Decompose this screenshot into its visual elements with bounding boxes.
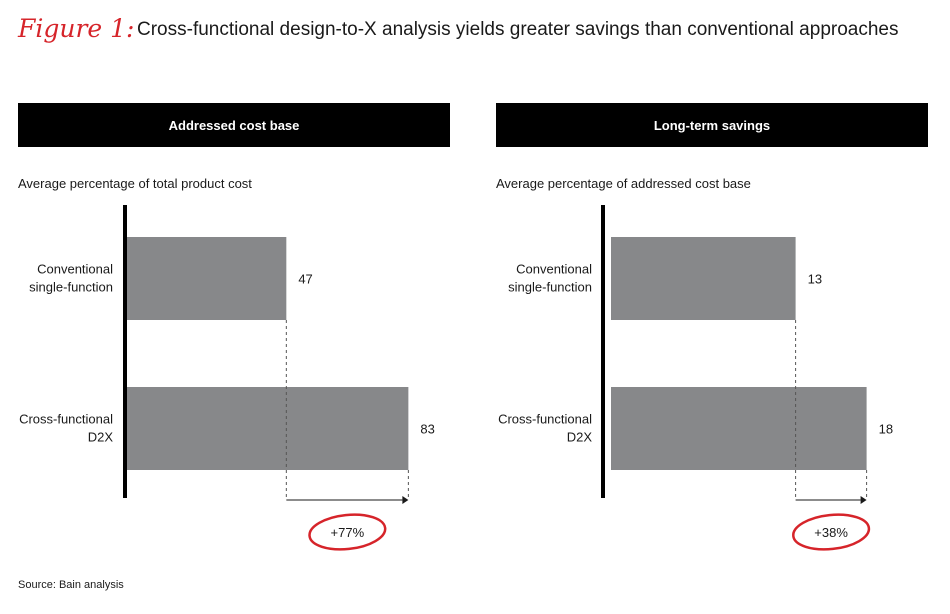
- right-bar-1: [611, 237, 796, 320]
- right-panel-title: Long-term savings: [653, 117, 771, 133]
- left-bar-2: [127, 387, 409, 470]
- figure-label: Figure 1:: [18, 14, 135, 43]
- left-panel-subtitle: Average percentage of total product cost: [18, 176, 252, 191]
- left-annotation-circle: [308, 513, 387, 551]
- right-difference-arrow-head: [860, 496, 867, 504]
- left-category-label-1-line-1: Conventional: [37, 262, 113, 277]
- figure-title: Cross-functional design-to-X analysis yi…: [137, 19, 899, 40]
- source-note: Source: Bain analysis: [18, 579, 124, 591]
- left-category-label-2-line-2: D2X: [88, 430, 114, 445]
- right-data-label-1: 13: [808, 272, 822, 287]
- left-difference-arrow-head: [402, 496, 409, 504]
- right-data-label-2: 18: [879, 422, 893, 437]
- left-annotation-label: +77%: [331, 525, 365, 540]
- figure-title-row: Figure 1: Cross-functional design-to-X a…: [18, 14, 938, 54]
- left-panel-header: Addressed cost base: [18, 103, 450, 147]
- right-category-label-2-line-2: D2X: [567, 430, 593, 445]
- right-category-label-1-line-1: Conventional: [516, 262, 592, 277]
- right-bar-2: [611, 387, 867, 470]
- left-bar-1: [127, 237, 287, 320]
- right-category-label-1-line-2: single-function: [508, 280, 592, 295]
- right-panel-subtitle: Average percentage of addressed cost bas…: [496, 176, 751, 191]
- right-panel-header: Long-term savings: [496, 103, 928, 147]
- right-annotation-label: +38%: [814, 525, 848, 540]
- right-annotation-circle: [792, 513, 871, 551]
- left-category-label-2-line-1: Cross-functional: [19, 412, 113, 427]
- left-data-label-1: 47: [298, 272, 312, 287]
- left-category-label-1-line-2: single-function: [29, 280, 113, 295]
- right-category-label-2-line-1: Cross-functional: [498, 412, 592, 427]
- left-panel-title: Addressed cost base: [168, 117, 300, 133]
- left-data-label-2: 83: [420, 422, 434, 437]
